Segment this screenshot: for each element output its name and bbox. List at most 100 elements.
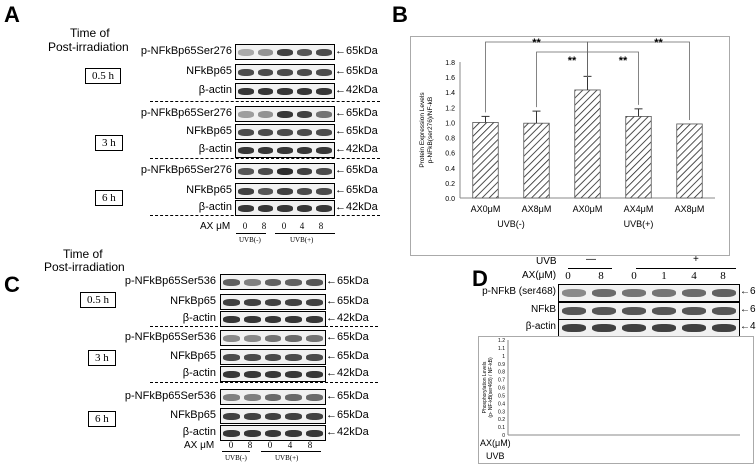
protein-band bbox=[243, 370, 261, 378]
time-header-line1: Time of bbox=[63, 247, 103, 261]
protein-band bbox=[237, 187, 254, 195]
protein-band bbox=[223, 353, 240, 361]
protein-band bbox=[237, 204, 254, 212]
protein-band bbox=[306, 315, 323, 323]
protein-band bbox=[285, 393, 303, 401]
molecular-weight-label: ←65kDa bbox=[326, 390, 369, 402]
blot-row-label: p-NFkBp65Ser536 bbox=[124, 275, 216, 287]
lane-label: 8 bbox=[720, 270, 726, 282]
blot-strip bbox=[220, 330, 326, 346]
lane-label: 0 bbox=[631, 270, 637, 282]
protein-band bbox=[257, 204, 274, 212]
protein-band bbox=[316, 146, 333, 154]
protein-band bbox=[243, 334, 261, 342]
protein-band bbox=[223, 393, 240, 401]
time-box-0-5h: 0.5 h bbox=[80, 292, 116, 308]
protein-band bbox=[712, 307, 736, 315]
lane-label: 4 bbox=[287, 440, 293, 450]
blot-row-label: β-actin bbox=[198, 84, 232, 96]
y-tick-label: 0.8 bbox=[498, 370, 505, 376]
y-tick-label: 0.8 bbox=[445, 136, 455, 143]
protein-band bbox=[622, 307, 646, 315]
protein-band bbox=[682, 324, 706, 332]
protein-band bbox=[652, 324, 676, 332]
lane-label: 8 bbox=[247, 440, 253, 450]
protein-band bbox=[652, 307, 676, 315]
kda-text: 65kDa bbox=[337, 275, 369, 287]
time-box-3h: 3 h bbox=[88, 350, 116, 366]
molecular-weight-label: ←42kDa bbox=[335, 201, 378, 213]
arrow-left-icon: ← bbox=[335, 143, 346, 155]
protein-band bbox=[257, 167, 274, 175]
kda-text: 65kDa bbox=[337, 390, 369, 402]
protein-band bbox=[296, 68, 313, 76]
protein-band bbox=[243, 412, 261, 420]
group-underline bbox=[275, 233, 335, 234]
protein-band bbox=[316, 48, 333, 56]
protein-band bbox=[277, 167, 293, 175]
protein-band bbox=[285, 429, 303, 437]
y-axis-label: Protein Expression Levels bbox=[419, 92, 426, 168]
y-tick-label: 0.2 bbox=[498, 417, 505, 423]
protein-band bbox=[237, 68, 254, 76]
x-tick-label: AX8μM bbox=[522, 204, 552, 214]
time-box-6h: 6 h bbox=[88, 411, 116, 427]
protein-band bbox=[306, 278, 323, 286]
blot-strip bbox=[235, 183, 335, 199]
protein-band bbox=[285, 334, 303, 342]
protein-band bbox=[257, 68, 274, 76]
protein-band bbox=[257, 110, 274, 118]
protein-band bbox=[316, 167, 333, 175]
molecular-weight-label: ←42kDa bbox=[326, 426, 369, 438]
protein-band bbox=[264, 429, 282, 437]
protein-band bbox=[306, 334, 323, 342]
arrow-left-icon: ← bbox=[326, 312, 337, 324]
blot-row-label: NFkBp65 bbox=[170, 295, 216, 307]
protein-band bbox=[306, 353, 323, 361]
y-tick-label: 0.0 bbox=[445, 196, 455, 203]
protein-band bbox=[243, 315, 261, 323]
protein-band bbox=[316, 68, 333, 76]
protein-band bbox=[285, 353, 303, 361]
protein-band bbox=[277, 128, 293, 136]
arrow-left-icon: ← bbox=[740, 304, 750, 315]
bar bbox=[574, 89, 601, 199]
blot-row-label: p-NFkBp65Ser536 bbox=[124, 331, 216, 343]
protein-band bbox=[712, 289, 736, 297]
uvb-header-label: UVB bbox=[536, 256, 557, 267]
time-header-line1: Time of bbox=[70, 26, 110, 40]
y-tick-label: 0.6 bbox=[445, 151, 455, 158]
blot-strip bbox=[235, 106, 335, 122]
protein-band bbox=[237, 146, 254, 154]
uvb-minus-label: — bbox=[586, 254, 596, 265]
blot-row-label: β-actin bbox=[198, 143, 232, 155]
arrow-left-icon: ← bbox=[326, 367, 337, 379]
protein-band bbox=[296, 167, 313, 175]
protein-band bbox=[264, 298, 282, 306]
y-tick-label: 0.1 bbox=[498, 425, 505, 431]
protein-band bbox=[562, 307, 586, 315]
protein-band bbox=[223, 278, 240, 286]
lane-label: 4 bbox=[691, 270, 697, 282]
arrow-left-icon: ← bbox=[326, 350, 337, 362]
protein-band bbox=[223, 298, 240, 306]
arrow-left-icon: ← bbox=[326, 426, 337, 438]
molecular-weight-label: ←65kDa bbox=[335, 45, 378, 57]
protein-band bbox=[243, 298, 261, 306]
lane-label: 0 bbox=[281, 221, 287, 231]
molecular-weight-label: ←65kDa bbox=[326, 409, 369, 421]
blot-strip bbox=[235, 124, 335, 140]
protein-band bbox=[316, 204, 333, 212]
protein-band bbox=[316, 128, 333, 136]
molecular-weight-label: ←42kDa bbox=[740, 321, 756, 332]
divider-dashed bbox=[150, 382, 378, 383]
protein-band bbox=[264, 393, 282, 401]
kda-text: 65kDa bbox=[337, 409, 369, 421]
blot-strip bbox=[220, 311, 326, 327]
kda-text: 42kDa bbox=[337, 367, 369, 379]
blot-strip bbox=[235, 200, 335, 216]
y-axis-label: (p- NF-kB(ser468) / NF-kB) bbox=[488, 357, 494, 418]
protein-band bbox=[296, 187, 313, 195]
time-header-line2: Post-irradiation bbox=[44, 260, 125, 274]
protein-band bbox=[296, 146, 313, 154]
